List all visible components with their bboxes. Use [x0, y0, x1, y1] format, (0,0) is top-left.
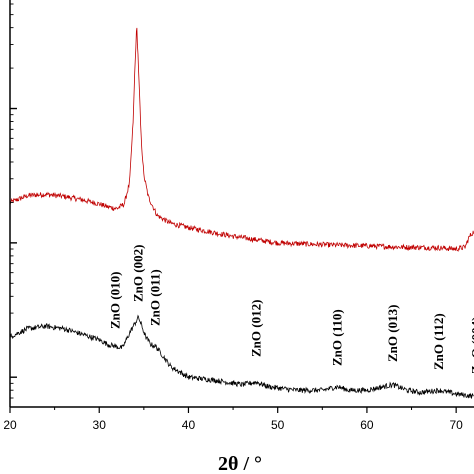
peak-label: ZnO (010)	[107, 272, 122, 329]
peak-label: ZnO (110)	[329, 309, 344, 366]
peak-label: ZnO (112)	[431, 313, 446, 370]
x-tick-label: 60	[360, 418, 374, 432]
axis-layer: 20 30 40 50 60 70	[3, 0, 474, 432]
peak-label: ZnO (004)	[469, 317, 474, 374]
series-line-1	[9, 27, 474, 252]
series-line-2	[9, 314, 474, 399]
x-tick-label: 50	[271, 418, 285, 432]
series-layer	[9, 27, 474, 399]
annotation-layer: ZnO (010) ZnO (002) ZnO (011) ZnO (012) ZnO …	[107, 245, 474, 374]
x-axis-title: 2θ / °	[218, 453, 262, 474]
peak-label: ZnO (011)	[147, 269, 162, 326]
x-tick-label: 30	[93, 418, 107, 432]
peak-label: ZnO (002)	[130, 245, 145, 302]
x-tick-label: 70	[449, 418, 463, 432]
x-tick-label: 20	[3, 418, 17, 432]
x-tick-label: 40	[182, 418, 196, 432]
peak-label: ZnO (012)	[248, 300, 263, 357]
peak-label: ZnO (013)	[385, 305, 400, 362]
